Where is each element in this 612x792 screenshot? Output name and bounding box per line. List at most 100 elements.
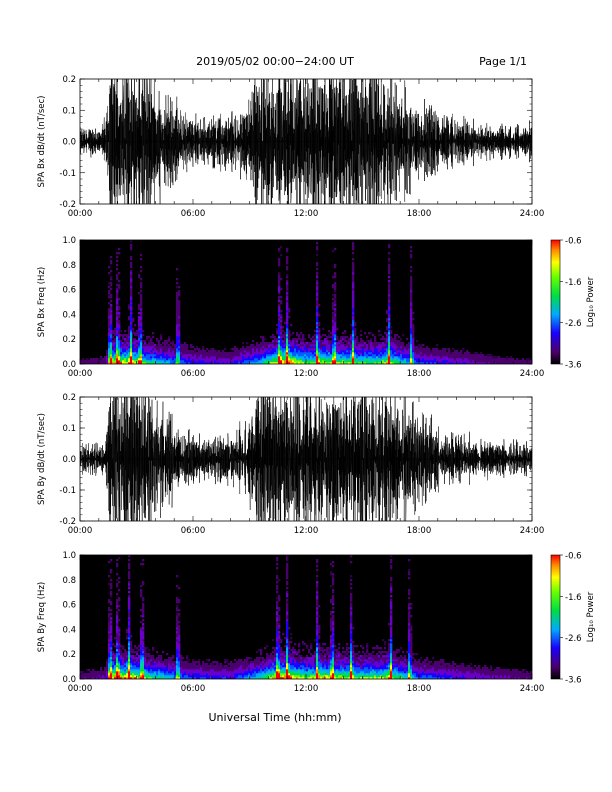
spectrogram-cell bbox=[318, 637, 321, 640]
spectrogram-cell bbox=[394, 362, 397, 364]
spectrogram-cell bbox=[204, 669, 207, 672]
spectrogram-cell bbox=[432, 362, 435, 364]
spectrogram-cell bbox=[134, 671, 137, 674]
spectrogram-cell bbox=[188, 675, 191, 678]
spectrogram-cell bbox=[280, 639, 283, 642]
spectrogram-cell bbox=[296, 659, 299, 662]
spectrogram-cell bbox=[420, 348, 423, 351]
spectrogram-cell bbox=[288, 336, 291, 339]
spectrogram-cell bbox=[130, 284, 133, 287]
spectrogram-cell bbox=[116, 573, 119, 576]
spectrogram-cell bbox=[280, 338, 283, 341]
spectrogram-cell bbox=[360, 360, 363, 363]
spectrogram-cell bbox=[254, 352, 257, 355]
spectrogram-cell bbox=[308, 344, 311, 347]
spectrogram-cell bbox=[382, 336, 385, 339]
spectrogram-cell bbox=[268, 350, 271, 353]
spectrogram-cell bbox=[290, 653, 293, 656]
spectrogram-cell bbox=[166, 344, 169, 347]
spectrogram-cell bbox=[192, 671, 195, 674]
spectrogram-cell bbox=[488, 358, 491, 361]
spectrogram-cell bbox=[162, 665, 165, 668]
spectrogram-cell bbox=[92, 671, 95, 674]
x-tick-label: 00:00 bbox=[68, 209, 93, 219]
spectrogram-cell bbox=[218, 669, 221, 672]
spectrogram-cell bbox=[308, 657, 311, 660]
spectrogram-cell bbox=[530, 362, 532, 364]
spectrogram-cell bbox=[432, 360, 435, 363]
spectrogram-cell bbox=[142, 356, 145, 359]
spectrogram-cell bbox=[110, 332, 113, 335]
spectrogram-cell bbox=[128, 671, 131, 674]
spectrogram-cell bbox=[488, 362, 491, 364]
spectrogram-cell bbox=[472, 354, 475, 357]
spectrogram-cell bbox=[276, 577, 279, 580]
spectrogram-cell bbox=[278, 633, 281, 636]
spectrogram-cell bbox=[326, 659, 329, 662]
spectrogram-cell bbox=[336, 336, 339, 339]
spectrogram-cell bbox=[218, 663, 221, 666]
spectrogram-cell bbox=[246, 671, 249, 674]
spectrogram-cell bbox=[310, 358, 313, 361]
spectrogram-cell bbox=[338, 350, 341, 353]
spectrogram-cell bbox=[342, 336, 345, 339]
spectrogram-cell bbox=[114, 667, 117, 670]
spectrogram-cell bbox=[294, 344, 297, 347]
spectrogram-cell bbox=[282, 675, 285, 678]
spectrogram-cell bbox=[178, 669, 181, 672]
spectrogram-cell bbox=[306, 659, 309, 662]
spectrogram-cell bbox=[322, 663, 325, 666]
spectrogram-cell bbox=[106, 665, 109, 668]
spectrogram-cell bbox=[154, 663, 157, 666]
spectrogram-cell bbox=[136, 362, 139, 364]
spectrogram-cell bbox=[134, 651, 137, 654]
spectrogram-cell bbox=[410, 348, 413, 351]
spectrogram-cell bbox=[198, 352, 201, 355]
spectrogram-cell bbox=[118, 284, 121, 287]
spectrogram-cell bbox=[262, 342, 265, 345]
spectrogram-cell bbox=[142, 348, 145, 351]
spectrogram-cell bbox=[132, 354, 135, 357]
spectrogram-cell bbox=[378, 342, 381, 345]
spectrogram-cell bbox=[110, 326, 113, 329]
spectrogram-cell bbox=[286, 318, 289, 321]
spectrogram-cell bbox=[152, 665, 155, 668]
spectrogram-cell bbox=[122, 645, 125, 648]
spectrogram-cell bbox=[116, 613, 119, 616]
spectrogram-cell bbox=[184, 663, 187, 666]
spectrogram-cell bbox=[278, 643, 281, 646]
x-tick-label: 06:00 bbox=[181, 369, 206, 379]
spectrogram-cell bbox=[140, 278, 143, 281]
spectrogram-cell bbox=[248, 358, 251, 361]
spectrogram-cell bbox=[300, 669, 303, 672]
spectrogram-cell bbox=[276, 615, 279, 618]
spectrogram-cell bbox=[202, 352, 205, 355]
spectrogram-cell bbox=[270, 665, 273, 668]
spectrogram-cell bbox=[200, 356, 203, 359]
spectrogram-cell bbox=[330, 344, 333, 347]
spectrogram-cell bbox=[130, 671, 133, 674]
spectrogram-cell bbox=[350, 346, 353, 349]
spectrogram-cell bbox=[388, 358, 391, 361]
spectrogram-cell bbox=[400, 352, 403, 355]
spectrogram-cell bbox=[316, 360, 319, 363]
spectrogram-cell bbox=[92, 360, 95, 363]
spectrogram-cell bbox=[178, 322, 181, 325]
spectrogram-cell bbox=[108, 637, 111, 640]
spectrogram-cell bbox=[176, 615, 179, 618]
spectrogram-cell bbox=[466, 362, 469, 364]
spectrogram-cell bbox=[392, 360, 395, 363]
spectrogram-cell bbox=[478, 362, 481, 364]
spectrogram-cell bbox=[148, 673, 151, 676]
spectrogram-cell bbox=[234, 663, 237, 666]
spectrogram-cell bbox=[276, 649, 279, 652]
spectrogram-cell bbox=[168, 346, 171, 349]
spectrogram-cell bbox=[386, 358, 389, 361]
spectrogram-cell bbox=[128, 615, 131, 618]
spectrogram-cell bbox=[420, 350, 423, 353]
spectrogram-cell bbox=[244, 669, 247, 672]
spectrogram-cell bbox=[206, 352, 209, 355]
spectrogram-cell bbox=[404, 358, 407, 361]
spectrogram-cell bbox=[300, 346, 303, 349]
